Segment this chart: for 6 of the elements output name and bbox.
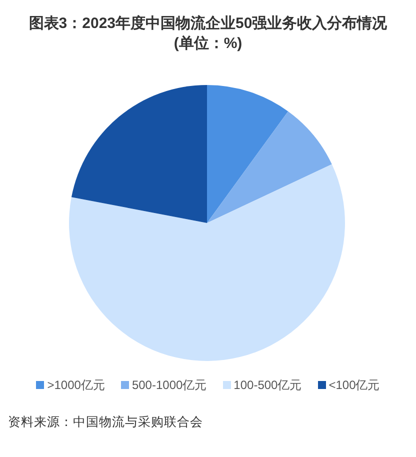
legend-label: 500-1000亿元 [130, 378, 207, 392]
text: 资料来源：中国物流与采购联合会 [8, 414, 203, 431]
legend-label: <100亿元 [328, 378, 380, 392]
legend-label: 100-500亿元 [232, 378, 302, 392]
chart-title: 图表3：2023年度中国物流企业50强业务收入分布情况(单位：%) [28, 14, 388, 54]
legend-label: >1000亿元 [46, 378, 105, 392]
